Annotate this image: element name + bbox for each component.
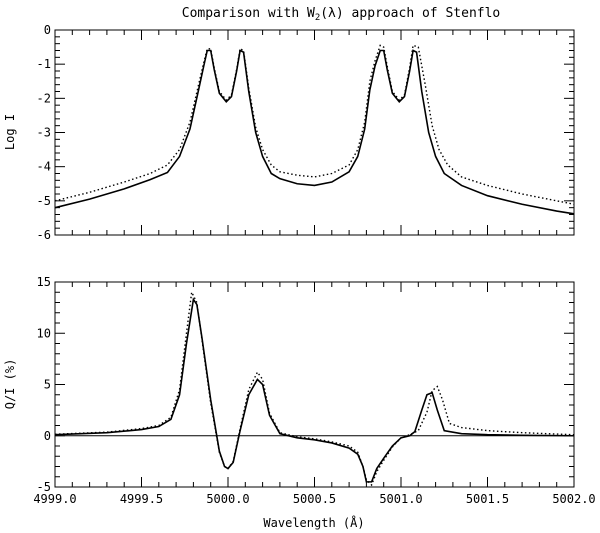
- y-tick-label: -3: [37, 126, 51, 140]
- x-tick-label: 5001.5: [466, 492, 509, 506]
- x-axis-label: Wavelength (Å): [263, 515, 364, 530]
- chart-title: Comparison with W2(λ) approach of Stenfl…: [182, 6, 501, 23]
- y-tick-label: -5: [37, 480, 51, 494]
- y-tick-label: 0: [44, 23, 51, 37]
- bottom-panel-y-axis-label: Q/I (%): [3, 359, 17, 410]
- top-panel-y-axis-label: Log I: [3, 114, 17, 150]
- y-tick-label: -4: [37, 160, 51, 174]
- bottom-panel-polarization: 4999.0 4999.5 5000.0 5000.5 5001.0 5001.5 5002…: [3, 275, 596, 530]
- series-line-solid: [54, 49, 575, 215]
- x-tick-label: 4999.0: [33, 492, 76, 506]
- series-line-solid: [54, 297, 575, 483]
- top-panel-series: [54, 44, 575, 215]
- y-tick-label: -2: [37, 91, 51, 105]
- y-tick-label: 15: [37, 275, 51, 289]
- x-tick-label: 5001.0: [379, 492, 422, 506]
- y-tick-label: 5: [44, 378, 51, 392]
- bottom-panel-series: [54, 289, 575, 487]
- top-panel-ticks: 0 -1 -2 -3 -4 -5 -6: [37, 23, 575, 242]
- series-line-dotted: [54, 44, 575, 205]
- series-line-dotted: [54, 289, 575, 487]
- x-tick-label: 5000.5: [293, 492, 336, 506]
- x-tick-label: 4999.5: [120, 492, 163, 506]
- bottom-panel-frame: [54, 281, 575, 488]
- top-panel-log-intensity: 0 -1 -2 -3 -4 -5 -6 Log I: [3, 23, 575, 242]
- x-tick-label: 5000.0: [206, 492, 249, 506]
- y-tick-label: -5: [37, 194, 51, 208]
- y-tick-label: 0: [44, 429, 51, 443]
- x-tick-label: 5002.0: [552, 492, 595, 506]
- y-tick-label: -6: [37, 228, 51, 242]
- y-tick-label: 10: [37, 326, 51, 340]
- bottom-panel-ticks: 4999.0 4999.5 5000.0 5000.5 5001.0 5001.5 5002…: [33, 275, 595, 506]
- y-tick-label: -1: [37, 57, 51, 71]
- top-panel-frame: [54, 29, 575, 236]
